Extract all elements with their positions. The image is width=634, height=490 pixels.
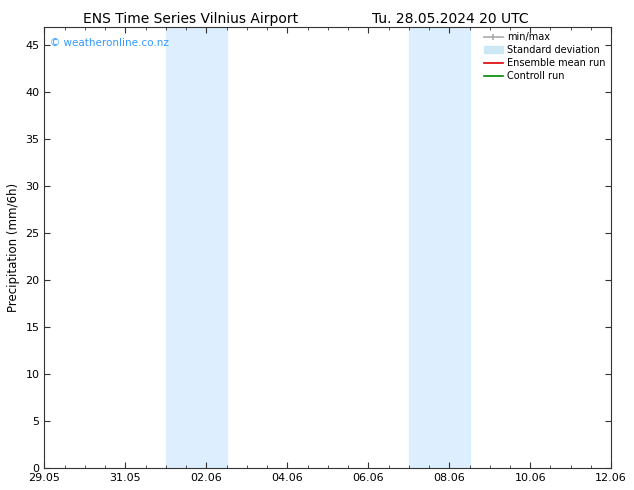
Bar bbox=[166, 26, 226, 468]
Text: Tu. 28.05.2024 20 UTC: Tu. 28.05.2024 20 UTC bbox=[372, 12, 529, 26]
Bar bbox=[409, 26, 470, 468]
Text: ENS Time Series Vilnius Airport: ENS Time Series Vilnius Airport bbox=[82, 12, 298, 26]
Y-axis label: Precipitation (mm/6h): Precipitation (mm/6h) bbox=[7, 183, 20, 312]
Legend: min/max, Standard deviation, Ensemble mean run, Controll run: min/max, Standard deviation, Ensemble me… bbox=[480, 28, 609, 85]
Text: © weatheronline.co.nz: © weatheronline.co.nz bbox=[50, 38, 169, 48]
